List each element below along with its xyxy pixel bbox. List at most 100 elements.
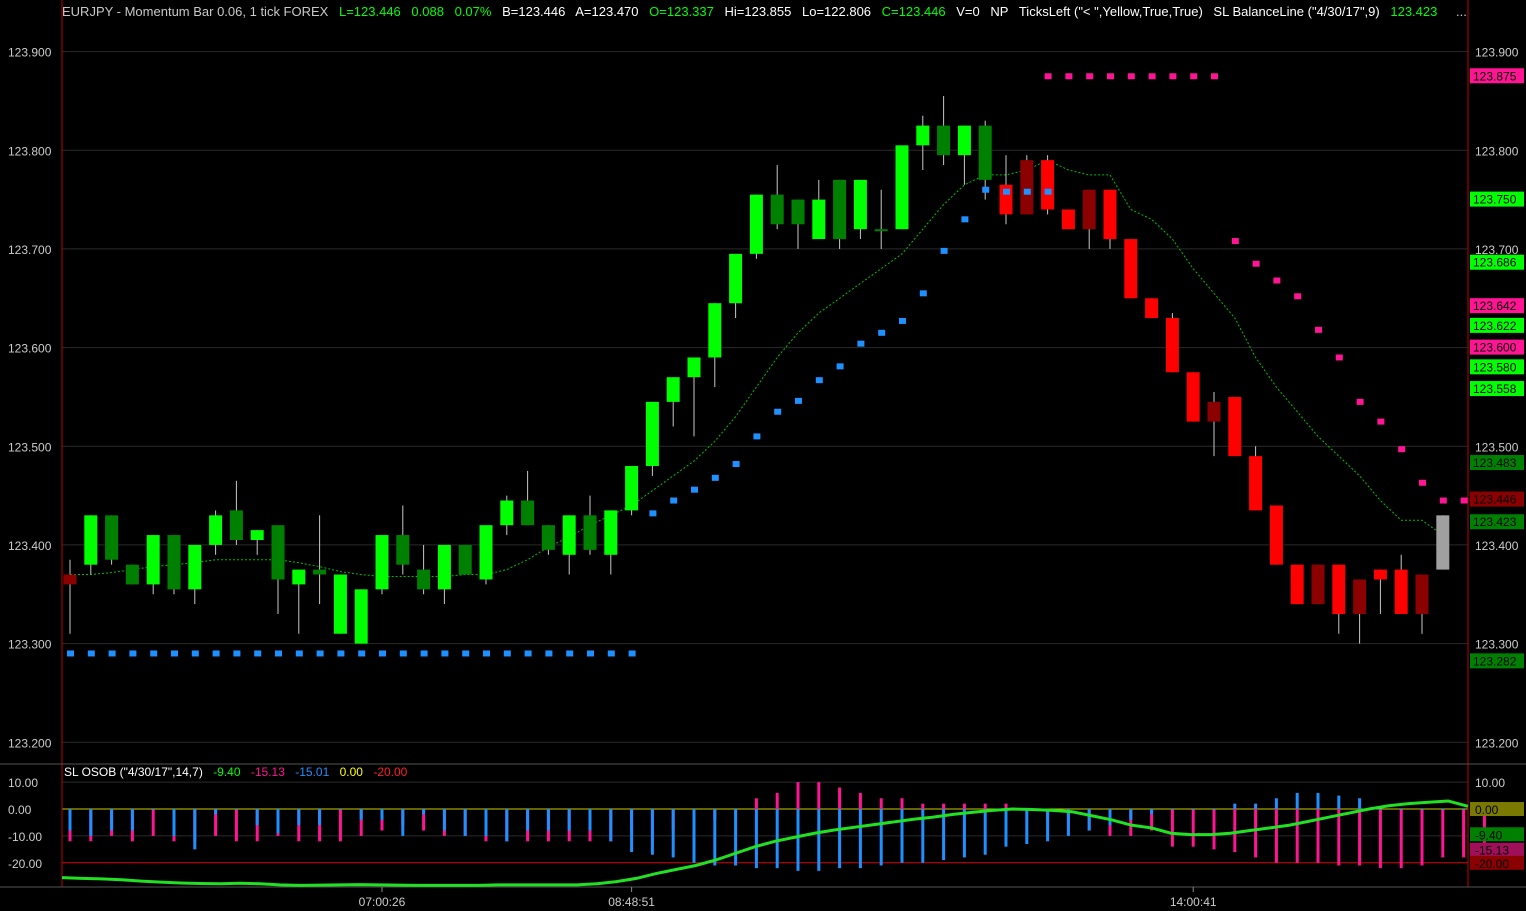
osob-blue-bar bbox=[921, 809, 925, 863]
osob-blue-bar bbox=[754, 809, 758, 869]
candle-body bbox=[1332, 564, 1346, 614]
osob-pink-bar bbox=[1274, 809, 1278, 863]
price-marker bbox=[1470, 359, 1524, 375]
candle-body bbox=[146, 535, 160, 585]
osob-blue-bar bbox=[484, 809, 488, 836]
candle-body bbox=[209, 515, 223, 545]
price-marker-label: 123.446 bbox=[1473, 493, 1517, 507]
candle-body bbox=[167, 535, 181, 590]
support-dot bbox=[441, 650, 449, 657]
osob-pink-bar bbox=[1170, 809, 1174, 847]
support-dot bbox=[379, 650, 386, 657]
osob-y-tick-left: 10.00 bbox=[8, 776, 38, 790]
volume-label: V=0 bbox=[956, 4, 980, 19]
price-marker-label: 123.600 bbox=[1473, 341, 1517, 355]
osob-blue-bar bbox=[1191, 809, 1195, 811]
support-dot bbox=[1023, 188, 1031, 195]
support-dot bbox=[982, 186, 990, 193]
candle-body bbox=[250, 530, 264, 540]
osob-blue-bar bbox=[1254, 803, 1258, 810]
osob-pink-bar bbox=[1254, 809, 1258, 858]
support-dot bbox=[545, 650, 553, 657]
candle-body bbox=[333, 574, 347, 634]
y-tick-left: 123.600 bbox=[8, 342, 52, 356]
osob-blue-bar bbox=[858, 809, 862, 869]
support-dot bbox=[878, 329, 886, 336]
resistance-dot bbox=[1377, 418, 1385, 425]
price-marker bbox=[1470, 514, 1524, 530]
support-dot bbox=[129, 650, 137, 657]
x-tick-label: 07:00:26 bbox=[359, 895, 406, 909]
osob-pink-bar bbox=[1004, 803, 1008, 810]
candle-body bbox=[375, 535, 389, 590]
osob-blue-bar bbox=[505, 809, 509, 842]
candle-body bbox=[895, 145, 909, 230]
support-dot bbox=[753, 433, 761, 440]
support-dot bbox=[254, 650, 262, 657]
osob-pink-bar bbox=[1150, 809, 1154, 831]
support-dot bbox=[961, 216, 969, 223]
osob-blue-bar bbox=[1274, 798, 1278, 810]
osob-blue-bar bbox=[359, 809, 363, 820]
osob-blue-bar bbox=[193, 809, 197, 850]
osob-blue-bar bbox=[463, 809, 467, 836]
candle-body bbox=[1353, 579, 1367, 614]
osob-pink-bar bbox=[838, 787, 842, 810]
resistance-dot bbox=[1398, 446, 1406, 453]
osob-blue-bar bbox=[1420, 809, 1424, 811]
osob-marker-label: -15.13 bbox=[1475, 844, 1509, 858]
osob-blue-bar bbox=[1295, 792, 1299, 810]
header-more[interactable]: ... bbox=[1456, 4, 1467, 19]
symbol-label: EURJPY - Momentum Bar 0.06, 1 tick FOREX bbox=[62, 4, 329, 19]
osob-pink-bar bbox=[1462, 809, 1466, 858]
price-marker bbox=[1470, 317, 1524, 333]
osob-blue-bar bbox=[442, 809, 446, 831]
resistance-dot bbox=[1273, 277, 1281, 284]
osob-pink-bar bbox=[151, 809, 155, 836]
osob-pink-bar bbox=[1337, 809, 1341, 866]
candle-body bbox=[1228, 396, 1242, 457]
osob-blue-bar bbox=[151, 809, 155, 811]
x-tick-label: 14:00:41 bbox=[1170, 895, 1217, 909]
pct-change: 0.07% bbox=[454, 4, 492, 19]
candle-body bbox=[1290, 564, 1304, 605]
candle-body bbox=[1373, 569, 1387, 580]
osob-blue-bar bbox=[1046, 809, 1050, 842]
osob-blue-bar bbox=[692, 809, 696, 863]
osob-pink-bar bbox=[921, 803, 925, 810]
osob-pink-bar bbox=[879, 798, 883, 810]
osob-blue-bar bbox=[1066, 809, 1070, 836]
resistance-dot bbox=[1231, 238, 1239, 245]
osob-pink-bar bbox=[214, 809, 218, 836]
candle-body bbox=[853, 179, 867, 230]
price-marker bbox=[1470, 191, 1524, 207]
osob-blue-bar bbox=[900, 809, 904, 863]
osob-blue-bar bbox=[942, 809, 946, 861]
support-dot bbox=[316, 650, 324, 657]
osob-pink-bar bbox=[942, 803, 946, 810]
support-dot bbox=[711, 474, 719, 481]
osob-marker-label: 10.00 bbox=[1475, 776, 1505, 790]
osob-blue-bar bbox=[1233, 803, 1237, 810]
osob-blue-bar bbox=[214, 809, 218, 815]
osob-pink-bar bbox=[983, 803, 987, 810]
osob-blue-bar bbox=[1378, 809, 1382, 811]
candle-body bbox=[271, 525, 285, 580]
support-dot bbox=[836, 363, 844, 370]
y-tick-right: 123.500 bbox=[1475, 440, 1519, 454]
candle-body bbox=[957, 125, 971, 156]
osob-blue-bar bbox=[1399, 809, 1403, 811]
balance-line bbox=[70, 159, 1444, 578]
np-label: NP bbox=[990, 4, 1009, 19]
candle-body bbox=[937, 125, 951, 156]
candle-body bbox=[978, 125, 992, 180]
candle-body bbox=[1145, 298, 1159, 318]
candle-body bbox=[479, 525, 493, 580]
osob-blue-bar bbox=[276, 809, 280, 834]
close-price: C=123.446 bbox=[881, 4, 946, 19]
price-marker bbox=[1470, 254, 1524, 270]
osob-value-1: -9.40 bbox=[213, 765, 241, 779]
candle-body bbox=[645, 401, 659, 466]
bid-price: B=123.446 bbox=[502, 4, 566, 19]
